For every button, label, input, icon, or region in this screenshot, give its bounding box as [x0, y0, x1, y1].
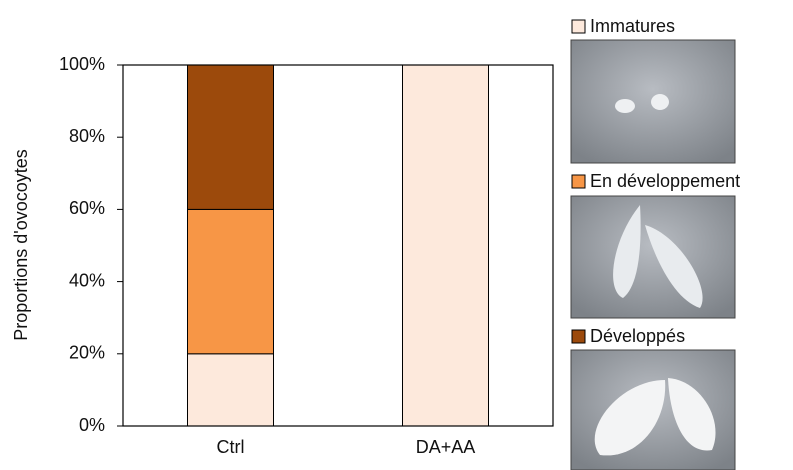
legend-swatch — [571, 174, 586, 189]
y-tick-label: 40% — [69, 270, 105, 290]
y-axis-label: Proportions d'ovocoytes — [11, 149, 31, 341]
plot-frame — [122, 64, 554, 427]
y-tick-label: 60% — [69, 198, 105, 218]
legend-label: En développement — [590, 171, 740, 191]
photo-detail — [645, 225, 703, 308]
photo-detail — [651, 94, 669, 110]
bar-segment — [187, 208, 274, 355]
legend-label: Développés — [590, 326, 685, 346]
photo — [570, 195, 736, 319]
bar-segment — [187, 64, 274, 210]
photo-detail — [594, 380, 666, 456]
y-tick-label: 0% — [79, 415, 105, 435]
x-tick-label: DA+AA — [416, 437, 476, 457]
photo-detail — [668, 378, 716, 451]
y-tick-label: 80% — [69, 126, 105, 146]
x-tick-label: Ctrl — [217, 437, 245, 457]
photo-detail — [615, 99, 635, 113]
legend-swatch — [571, 329, 586, 344]
y-tick-label: 100% — [59, 54, 105, 74]
bar-segment — [187, 353, 274, 427]
photos — [570, 39, 736, 470]
y-tick-label: 20% — [69, 343, 105, 363]
photo-detail — [613, 205, 641, 298]
bar-segment — [402, 64, 489, 427]
legend-label: Immatures — [590, 16, 675, 36]
legend-swatch — [571, 19, 586, 34]
